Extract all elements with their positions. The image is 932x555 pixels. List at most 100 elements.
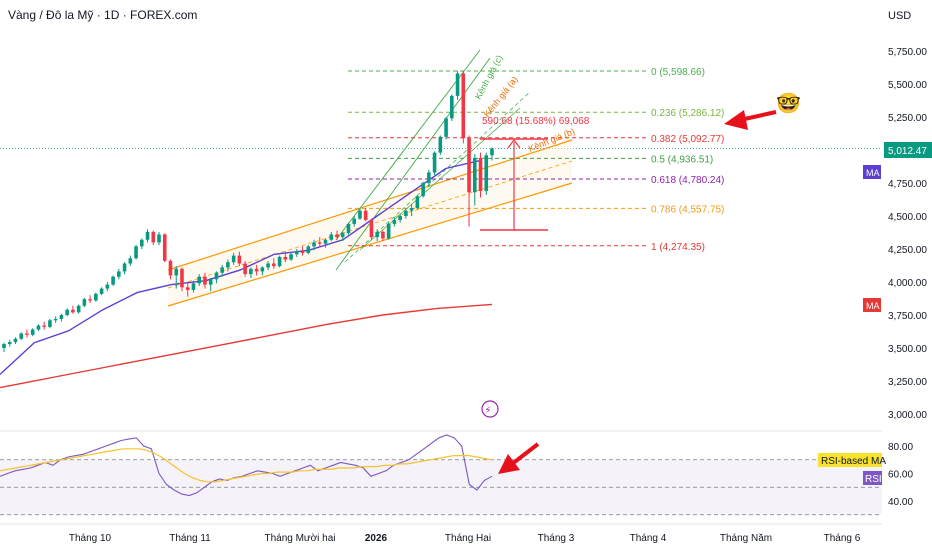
candle-body (151, 231, 156, 243)
candle-body (249, 268, 253, 275)
rsi-badge[interactable] (863, 471, 882, 485)
currency-label: USD (888, 10, 911, 22)
candle-body (197, 276, 201, 284)
candle-body (191, 283, 196, 290)
ma-fast-badge[interactable] (863, 165, 881, 179)
measure-arrow-head (507, 139, 521, 149)
ma-fast-badge-text: MA (866, 168, 880, 178)
callout-arrow-1-head (724, 110, 748, 130)
candle-body (295, 251, 299, 255)
rsi-ma-line (0, 448, 493, 483)
price-tick-label: 3,750.00 (888, 311, 927, 322)
moving-average-layer (0, 159, 493, 389)
candle-body (317, 242, 322, 244)
candle-body (128, 258, 133, 264)
candle-body (346, 223, 351, 234)
ma-slow-badge[interactable] (863, 298, 881, 312)
candle-body (105, 284, 110, 289)
channel-b-upper (167, 139, 573, 271)
candle-body (13, 338, 18, 343)
time-axis-label: 2026 (365, 533, 388, 544)
time-axis-label: Tháng Hai (445, 533, 491, 544)
candle-body (139, 239, 144, 247)
candle-body (53, 318, 58, 321)
callout-arrow-2-shaft (510, 442, 540, 466)
candle-body (289, 254, 293, 260)
candle-body (231, 255, 236, 263)
channel-b-lower (167, 182, 573, 307)
price-tick-label: 3,000.00 (888, 410, 927, 421)
candle-body (237, 255, 242, 264)
lightning-event-marker[interactable] (481, 400, 499, 418)
candle-body (220, 267, 224, 273)
fib-level-label: 1 (4,274.35) (651, 242, 705, 253)
candle-body (214, 272, 219, 280)
time-axis-label: Tháng 10 (69, 533, 112, 544)
candle-body (484, 155, 489, 191)
time-axis-label: Tháng 6 (824, 533, 861, 544)
rsi-layer (0, 434, 493, 497)
candle-body (312, 242, 316, 247)
candle-body (300, 251, 305, 253)
candle-body (174, 268, 179, 276)
last-price-badge (884, 142, 932, 158)
candle-body (329, 234, 334, 240)
candle-body (490, 148, 494, 156)
candle-body (277, 256, 282, 267)
candle-body (260, 267, 265, 272)
candle-body (88, 299, 92, 301)
candle-body (82, 299, 87, 306)
candle-body (243, 263, 247, 275)
time-axis-label: Tháng Năm (720, 533, 772, 544)
candle-body (381, 231, 385, 239)
candle-body (386, 223, 391, 239)
candle-body (65, 309, 69, 315)
price-tick-label: 4,750.00 (888, 179, 927, 190)
candle-body (467, 138, 471, 193)
candle-body (254, 268, 259, 272)
fibonacci-layer: 0 (5,598.66) 0.236 (5,286.12) 0.382 (5,092… (348, 67, 724, 253)
candle-body (122, 263, 127, 272)
price-tick-label: 5,500.00 (888, 80, 927, 91)
candle-body (478, 157, 483, 191)
rsi-ma-badge[interactable] (818, 453, 882, 467)
price-tick-label: 4,500.00 (888, 212, 927, 223)
candle-body (283, 256, 288, 260)
candle-body (111, 276, 115, 285)
candle-body (180, 268, 184, 288)
lightning-icon: ⚡ (485, 406, 492, 417)
candle-body (36, 325, 41, 330)
candle-body (340, 233, 345, 238)
candle-body (162, 234, 167, 261)
chart-title: Vàng / Đô la Mỹ · 1D · FOREX.com (8, 8, 197, 22)
rsi-line (0, 434, 493, 497)
annotations-layer (480, 110, 777, 474)
price-tick-label: 5,750.00 (888, 47, 927, 58)
price-tick-label: 5,250.00 (888, 113, 927, 124)
candle-body (444, 118, 448, 137)
candles-layer (2, 70, 494, 352)
price-tick-label: 4,250.00 (888, 245, 927, 256)
fib-level-label: 0.236 (5,286.12) (651, 108, 724, 119)
candle-body (404, 210, 408, 216)
candle-body (19, 333, 24, 339)
candle-body (266, 263, 270, 268)
candle-body (415, 196, 420, 209)
candle-body (94, 293, 98, 301)
price-tick-label: 3,250.00 (888, 377, 927, 388)
nerd-face-icon: 🤓 (776, 92, 801, 115)
candle-body (358, 210, 362, 219)
time-axis-label: Tháng 3 (538, 533, 575, 544)
time-axis-label: Tháng 11 (169, 533, 211, 544)
candle-body (208, 279, 213, 285)
rsi-band-layer (0, 459, 882, 516)
axis-layer: 5,750.005,500.005,250.005,000.004,750.00… (69, 47, 927, 544)
candle-body (306, 246, 311, 253)
candle-body (117, 271, 121, 277)
candle-body (455, 73, 460, 96)
candle-body (335, 234, 339, 238)
price-tick-label: 4,000.00 (888, 278, 927, 289)
candle-body (421, 183, 425, 197)
